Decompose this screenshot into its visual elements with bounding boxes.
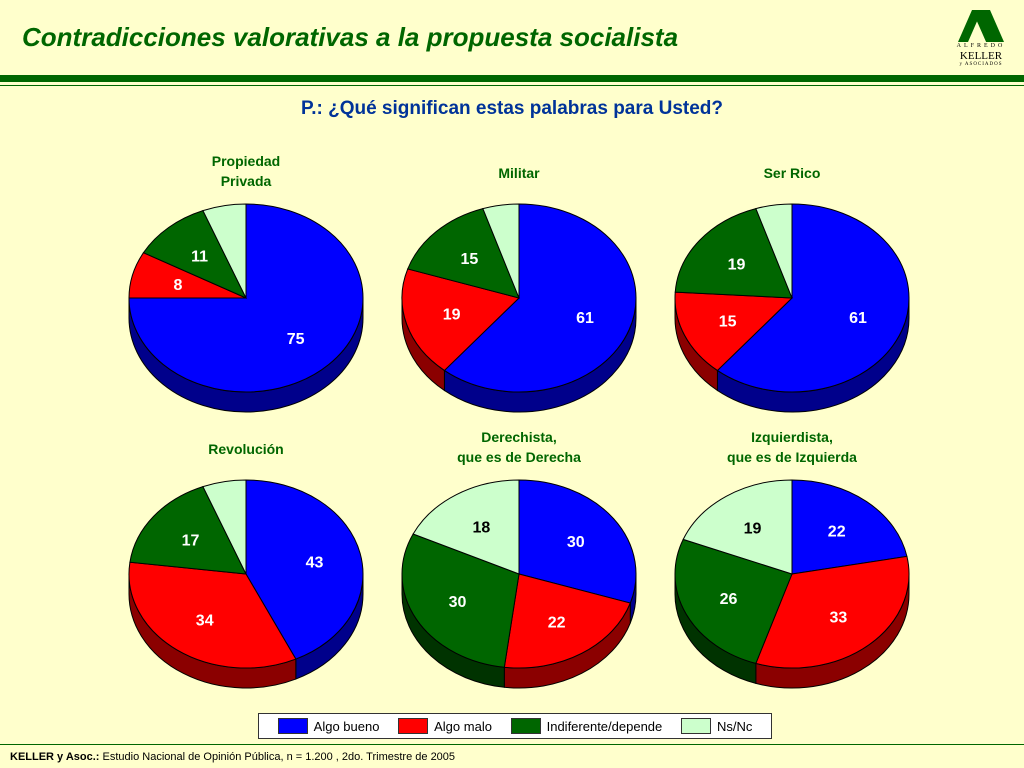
data-label-algo-malo: 34: [196, 613, 214, 630]
data-label-algo-malo: 33: [830, 609, 848, 626]
logo-name: KELLER: [959, 50, 1003, 62]
pie-slice-algo-bueno: [518, 479, 637, 604]
legend-item-indiferente: Indiferente/depende: [510, 718, 663, 734]
pie-slice-indiferente: [401, 533, 520, 668]
pie-slice-algo-malo: [401, 268, 520, 372]
pie-chart-2: 61 19 15 Militar: [401, 165, 637, 413]
data-label-indiferente: 30: [449, 594, 467, 611]
pie-slice-indiferente: [407, 208, 520, 299]
chart-title: que es de Izquierda: [727, 449, 857, 465]
pie-slice-indiferente: [674, 208, 793, 299]
data-label-nsnc: 19: [744, 520, 762, 537]
legend-swatch: [277, 718, 308, 734]
footer-divider: [0, 744, 1024, 745]
legend-label: Algo malo: [434, 718, 492, 734]
keller-logo: ALFREDO KELLER y ASOCIADOS: [952, 4, 1010, 70]
pie-slice-nsnc: [202, 203, 247, 299]
pie-slice-algo-malo: [674, 291, 794, 372]
data-label-indiferente: 11: [191, 249, 208, 266]
header-divider: [0, 75, 1024, 82]
data-label-algo-malo: 15: [719, 313, 737, 330]
pie-slice-nsnc: [482, 203, 520, 299]
chart-title: Derechista,: [481, 429, 556, 445]
legend-swatch: [398, 718, 429, 734]
pie-chart-3: 61 15 19 Ser Rico: [674, 165, 910, 413]
pie-slice-nsnc: [202, 479, 247, 575]
chart-title: Revolución: [208, 441, 283, 457]
pie-slice-indiferente: [129, 485, 247, 575]
pie-slice-nsnc: [682, 479, 793, 575]
pie-chart-5: 30 22 30 18 Derechista, que es de Derecha: [401, 429, 637, 689]
data-label-algo-bueno: 75: [287, 331, 305, 348]
data-label-algo-bueno: 61: [576, 310, 594, 327]
data-label-algo-bueno: 30: [567, 534, 585, 551]
data-label-algo-bueno: 43: [306, 555, 324, 572]
pie-slice-algo-bueno: [791, 479, 908, 575]
source-text: Estudio Nacional de Opinión Pública, n =…: [99, 751, 456, 763]
header-divider-thin: [0, 85, 1024, 86]
data-label-indiferente: 26: [720, 591, 738, 608]
pie-slice-indiferente: [142, 209, 248, 300]
data-label-algo-malo: 22: [548, 615, 566, 632]
data-label-algo-bueno: 22: [828, 524, 846, 541]
pie-slice-algo-bueno: [716, 203, 910, 393]
logo-bottom-text: y ASOCIADOS: [959, 62, 1003, 67]
source-footnote: KELLER y Asoc.: Estudio Nacional de Opin…: [10, 751, 455, 763]
chart-legend: Algo bueno Algo malo Indiferente/depende…: [258, 713, 772, 739]
pie-slice-algo-malo: [128, 561, 297, 669]
pie-slice-algo-malo: [503, 573, 631, 669]
pie-chart-1: 75 8 11 Propiedad Privada: [128, 153, 364, 413]
pie-slice-algo-malo: [755, 555, 910, 669]
pie-slice-indiferente: [674, 538, 793, 664]
data-label-nsnc: 18: [473, 519, 491, 536]
pie-chart-6: 22 33 26 19 Izquierdista, que es de Izquierda: [674, 429, 910, 689]
pie-slice-algo-bueno: [245, 479, 364, 660]
data-label-algo-malo: 8: [174, 277, 183, 294]
pie-slice-nsnc: [412, 479, 520, 575]
data-label-algo-malo: 19: [443, 307, 461, 324]
logo-top-text: ALFREDO: [956, 43, 1006, 49]
chart-title: Militar: [498, 165, 540, 181]
legend-label: Ns/Nc: [716, 718, 753, 734]
legend-swatch: [680, 718, 711, 734]
data-label-indiferente: 15: [461, 251, 479, 268]
chart-title: Privada: [221, 173, 272, 189]
pie-slice-algo-bueno: [128, 203, 364, 393]
source-label: KELLER y Asoc.:: [10, 751, 100, 763]
legend-item-algo-malo: Algo malo: [398, 718, 492, 734]
pie-slice-nsnc: [755, 203, 793, 299]
logo-mark-icon: [958, 10, 1004, 42]
legend-swatch: [510, 718, 541, 734]
chart-title: Propiedad: [212, 153, 280, 169]
legend-item-nsnc: Ns/Nc: [680, 718, 753, 734]
page-title: Contradicciones valorativas a la propues…: [22, 22, 679, 52]
chart-title: Ser Rico: [764, 165, 821, 181]
legend-label: Algo bueno: [313, 718, 380, 734]
chart-title: Izquierdista,: [751, 429, 833, 445]
data-label-indiferente: 19: [728, 256, 746, 273]
chart-title: que es de Derecha: [457, 449, 581, 465]
pie-chart-4: 43 34 17 Revolución: [128, 441, 364, 689]
data-label-indiferente: 17: [182, 532, 200, 549]
survey-question: P.: ¿Qué significan estas palabras para …: [300, 98, 724, 119]
pie-slice-algo-bueno: [443, 203, 637, 393]
data-label-algo-bueno: 61: [849, 310, 867, 327]
legend-item-algo-bueno: Algo bueno: [277, 718, 380, 734]
legend-label: Indiferente/depende: [546, 718, 663, 734]
